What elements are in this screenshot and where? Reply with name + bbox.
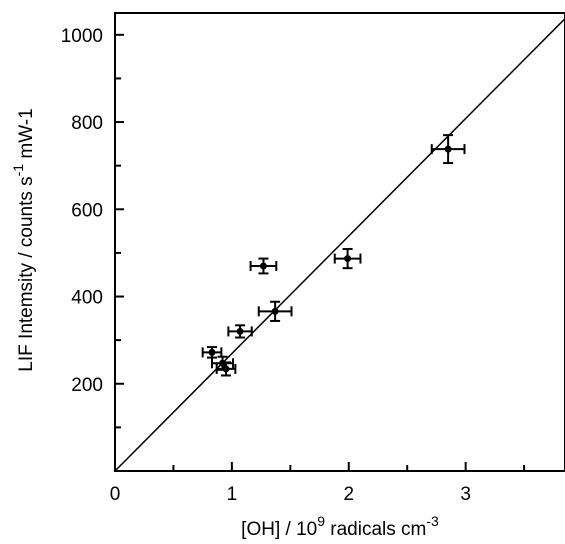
y-axis-title-base: LIF Intemsity / counts s xyxy=(16,176,37,371)
data-point xyxy=(257,300,293,322)
y-axis-title-base-sup: -1 xyxy=(10,164,26,177)
data-point xyxy=(333,247,362,270)
x-tick-label: 3 xyxy=(460,484,471,505)
data-point xyxy=(249,257,278,275)
x-axis-title-base: [OH] / 10 xyxy=(241,519,317,540)
y-axis-title-rest: mW-1 xyxy=(16,108,37,164)
data-point xyxy=(430,134,466,165)
tick-labels-layer: 0 1 2 3 200 400 600 800 1000 xyxy=(61,26,471,505)
x-tick-label: 1 xyxy=(227,484,238,505)
point-marker xyxy=(271,307,279,315)
point-marker xyxy=(208,348,216,356)
point-marker xyxy=(444,145,452,153)
point-marker xyxy=(259,262,267,270)
point-marker xyxy=(236,327,244,335)
y-tick-label: 800 xyxy=(71,113,103,134)
y-tick-label: 1000 xyxy=(61,26,103,47)
data-point xyxy=(227,324,253,339)
data-point xyxy=(215,361,237,377)
y-tick-label: 400 xyxy=(71,288,103,309)
x-axis-title-base-sup: 9 xyxy=(317,513,325,529)
plot-frame xyxy=(114,12,565,472)
y-tick-label: 600 xyxy=(71,200,103,221)
x-axis-title-rest-sup: -3 xyxy=(426,513,439,529)
point-marker xyxy=(222,365,230,373)
point-marker xyxy=(344,255,352,263)
data-point xyxy=(201,346,223,359)
y-axis-title: LIF Intemsity / counts s-1 mW-1 xyxy=(10,108,37,371)
y-tick-label: 200 xyxy=(71,375,103,396)
x-tick-label: 0 xyxy=(110,484,121,505)
x-axis-title: [OH] / 109 radicals cm-3 xyxy=(241,513,439,540)
fit-line xyxy=(114,18,565,472)
points-layer xyxy=(201,134,466,377)
x-axis-title-rest: radicals cm xyxy=(325,519,426,540)
ticks-layer xyxy=(115,33,526,471)
x-tick-label: 2 xyxy=(343,484,354,505)
